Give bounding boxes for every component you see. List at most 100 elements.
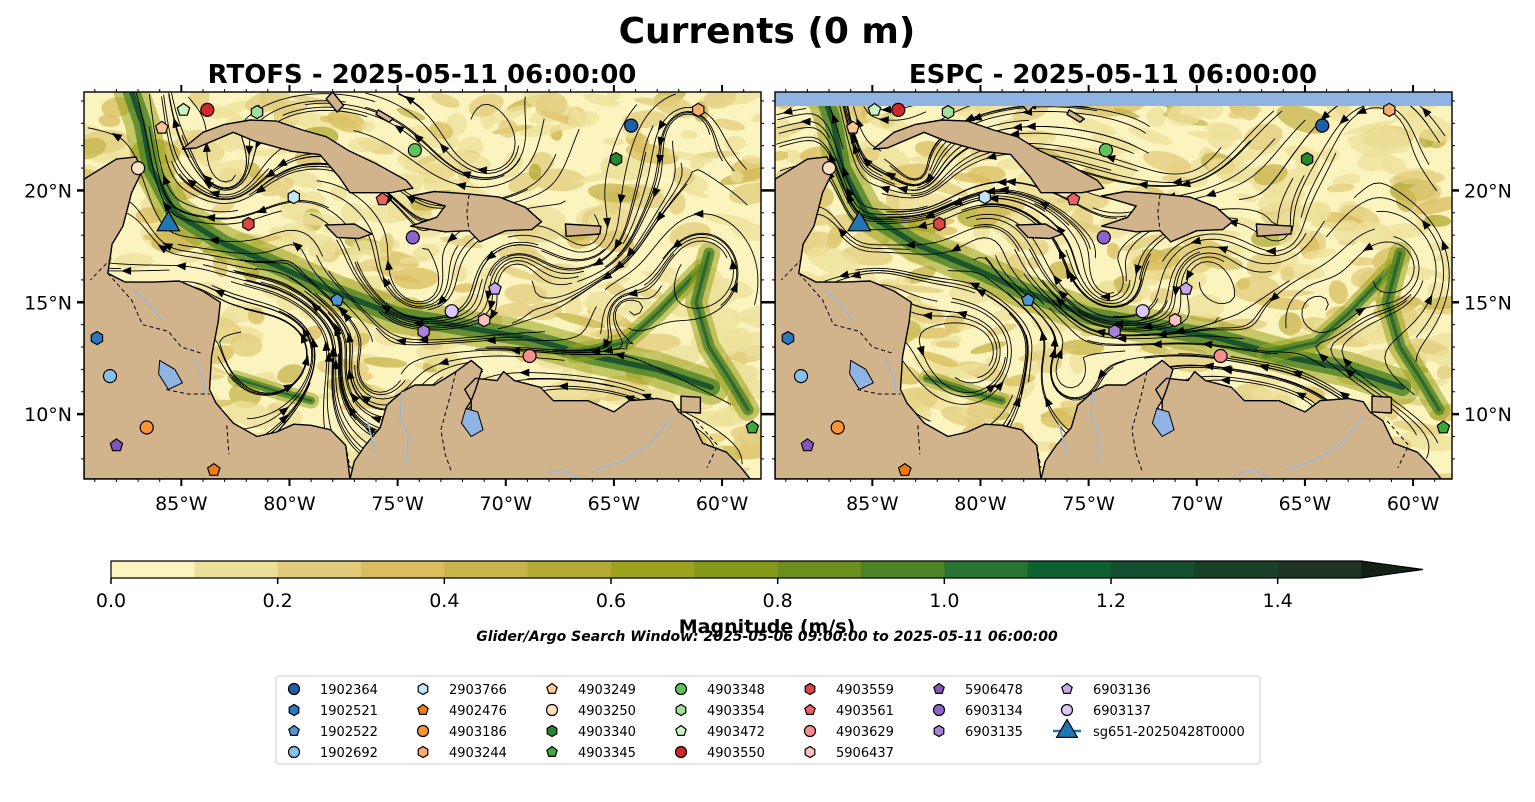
- colorbar-tick-label: 1.2: [1096, 590, 1126, 612]
- legend-item[interactable]: 5906478: [933, 682, 1023, 698]
- legend-1902522-marker: [288, 724, 300, 737]
- legend-item[interactable]: 6903137: [1060, 703, 1151, 719]
- float-4903249-marker: [154, 120, 169, 134]
- legend-item[interactable]: 4903550: [674, 745, 765, 761]
- float-4903561-marker: [375, 192, 390, 206]
- rtofs-panel-title: RTOFS - 2025-05-11 06:00:00: [208, 60, 637, 90]
- lon-tick-label: 70°W: [480, 493, 533, 515]
- rtofs-map[interactable]: 85°W 80°W 75°W 70°W 65°W 60°W 10°N 15°N 20°N: [24, 82, 785, 515]
- legend-6903134-marker: [932, 703, 946, 717]
- espc-panel-title: ESPC - 2025-05-11 06:00:00: [909, 60, 1317, 90]
- lon-tick-label: 65°W: [1279, 493, 1332, 515]
- legend-item[interactable]: 6903134: [932, 703, 1023, 719]
- legend-label: 4903472: [707, 725, 765, 740]
- legend-label: 6903135: [965, 725, 1023, 740]
- legend-4903186-marker: [416, 724, 430, 738]
- float-sg651-20250428T0000-marker: [156, 210, 181, 232]
- colorbar-tick-label: 0.8: [763, 590, 793, 612]
- legend-item[interactable]: 4903249: [546, 682, 636, 698]
- legend-4902476-marker: [417, 703, 429, 716]
- legend-label: 4903348: [707, 683, 765, 698]
- legend-item[interactable]: 4903561: [804, 703, 894, 719]
- legend-label: 6903136: [1093, 683, 1151, 698]
- legend-6903136-marker: [1061, 682, 1073, 695]
- colorbar-tick-label: 0.0: [96, 590, 126, 612]
- lon-tick-label: 80°W: [954, 493, 1007, 515]
- legend-4903340-marker: [546, 724, 558, 738]
- colorbar-extend-arrow: [1361, 561, 1423, 578]
- lat-tick-label: 20°N: [1464, 180, 1512, 202]
- legend-item[interactable]: 5906437: [804, 745, 894, 761]
- colorbar-tick-label: 1.0: [929, 590, 959, 612]
- colorbar-bin: [777, 561, 862, 578]
- legend-4903345-marker: [546, 745, 558, 758]
- legend-item[interactable]: 4903559: [804, 682, 894, 698]
- legend-item[interactable]: 6903135: [933, 724, 1023, 740]
- float-4903354-marker: [941, 104, 955, 120]
- float-4903250-marker: [131, 161, 146, 176]
- legend-item[interactable]: 2903766: [417, 682, 507, 698]
- legend-item[interactable]: 4903186: [416, 724, 507, 740]
- legend-item[interactable]: 4903354: [675, 703, 765, 719]
- float-4903340-marker: [609, 151, 623, 167]
- legend-label: sg651-20250428T0000: [1093, 725, 1245, 740]
- legend-item[interactable]: 1902522: [288, 724, 378, 740]
- legend-4903550-marker: [674, 745, 688, 759]
- legend-item[interactable]: 1902521: [288, 703, 378, 719]
- legend-item[interactable]: sg651-20250428T0000: [1053, 718, 1245, 740]
- legend-item[interactable]: 4903472: [675, 724, 765, 740]
- figure-title: Currents (0 m): [619, 11, 916, 52]
- lat-tick-label: 15°N: [24, 292, 72, 314]
- float-1902521-marker: [90, 330, 104, 346]
- float-4903348-marker: [407, 143, 422, 158]
- colorbar-bin: [444, 561, 529, 578]
- legend-sg651-20250428T0000-marker: [1055, 718, 1079, 739]
- colorbar-bin: [277, 561, 362, 578]
- lat-tick-label: 10°N: [1464, 404, 1512, 426]
- float-4903354-marker: [250, 104, 264, 120]
- colorbar-tick-label: 0.6: [596, 590, 626, 612]
- colorbar-bin: [944, 561, 1029, 578]
- float-6903134-marker: [405, 230, 420, 245]
- float-4903186-marker: [830, 420, 845, 435]
- colorbar-bin: [611, 561, 695, 578]
- legend-4903354-marker: [675, 703, 687, 717]
- legend-6903135-marker: [933, 724, 945, 738]
- legend-item[interactable]: 4903244: [417, 745, 507, 761]
- float-4903244-marker: [691, 102, 705, 118]
- float-4903348-marker: [1098, 143, 1114, 158]
- legend-label: 2903766: [449, 683, 507, 698]
- legend-item[interactable]: 1902364: [287, 682, 378, 698]
- colorbar-bin: [1111, 561, 1195, 578]
- legend-item[interactable]: 4903250: [545, 703, 636, 719]
- float-4903629-marker: [522, 348, 537, 364]
- float-1902522-marker: [1021, 292, 1035, 306]
- colorbar: 0.0 0.2 0.4 0.6 0.8 1.0 1.2 1.4: [96, 560, 1424, 612]
- espc-map[interactable]: 85°W 80°W 75°W 70°W 65°W 60°W 10°N 15°N 20°N: [758, 76, 1512, 515]
- legend-item[interactable]: 4903345: [546, 745, 636, 761]
- legend-item[interactable]: 4903348: [674, 682, 765, 698]
- legend-5906437-marker: [804, 745, 816, 759]
- colorbar-bin: [1277, 561, 1362, 578]
- legend-item[interactable]: 4903629: [803, 724, 894, 740]
- legend-1902364-marker: [287, 682, 301, 696]
- colorbar-tick-label: 1.4: [1263, 590, 1293, 612]
- legend-item[interactable]: 1902692: [287, 745, 378, 761]
- legend-label: 4902476: [449, 704, 507, 719]
- float-2903766-marker: [287, 189, 300, 205]
- legend-frame: [275, 675, 1261, 765]
- legend-4903244-marker: [417, 745, 429, 759]
- float-sg651-20250428T0000-marker: [847, 210, 872, 232]
- lon-tick-label: 80°W: [263, 493, 316, 515]
- float-4903629-marker: [1213, 348, 1228, 364]
- legend: 1902364 1902521 1902522 1902692 2903766 49024…: [275, 675, 1261, 765]
- legend-label: 5906478: [965, 683, 1023, 698]
- legend-item[interactable]: 4902476: [417, 703, 507, 719]
- float-4903345-marker: [1436, 420, 1451, 434]
- float-4903561-marker: [1066, 192, 1081, 206]
- legend-item[interactable]: 4903340: [546, 724, 636, 740]
- legend-2903766-marker: [417, 682, 429, 696]
- legend-item[interactable]: 6903136: [1061, 682, 1151, 698]
- colorbar-bin: [194, 561, 279, 578]
- colorbar-bin: [1027, 561, 1112, 578]
